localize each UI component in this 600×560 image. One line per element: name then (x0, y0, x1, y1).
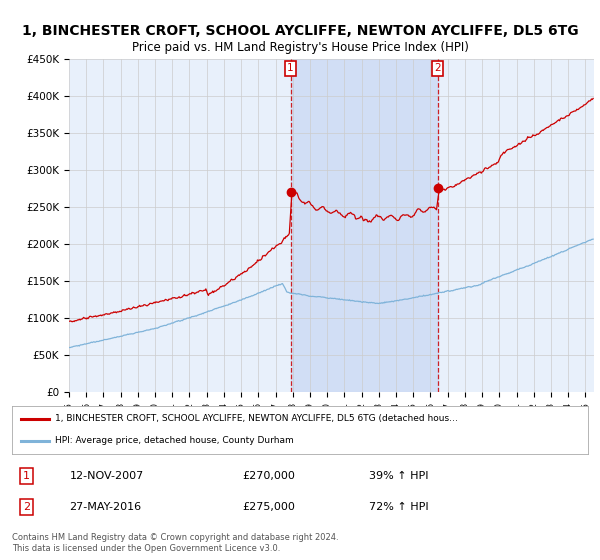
Text: 72% ↑ HPI: 72% ↑ HPI (369, 502, 429, 512)
Text: HPI: Average price, detached house, County Durham: HPI: Average price, detached house, Coun… (55, 436, 294, 445)
Text: 27-MAY-2016: 27-MAY-2016 (70, 502, 142, 512)
Text: £270,000: £270,000 (242, 471, 295, 481)
Text: 39% ↑ HPI: 39% ↑ HPI (369, 471, 428, 481)
Text: 2: 2 (434, 63, 441, 73)
Bar (290, 59, 437, 392)
Text: £275,000: £275,000 (242, 502, 295, 512)
Text: Contains HM Land Registry data © Crown copyright and database right 2024.
This d: Contains HM Land Registry data © Crown c… (12, 533, 338, 553)
Text: 12-NOV-2007: 12-NOV-2007 (70, 471, 144, 481)
Text: 1, BINCHESTER CROFT, SCHOOL AYCLIFFE, NEWTON AYCLIFFE, DL5 6TG (detached hous…: 1, BINCHESTER CROFT, SCHOOL AYCLIFFE, NE… (55, 414, 458, 423)
Text: 2: 2 (23, 502, 30, 512)
Text: 1: 1 (287, 63, 294, 73)
Text: Price paid vs. HM Land Registry's House Price Index (HPI): Price paid vs. HM Land Registry's House … (131, 41, 469, 54)
Text: 1, BINCHESTER CROFT, SCHOOL AYCLIFFE, NEWTON AYCLIFFE, DL5 6TG: 1, BINCHESTER CROFT, SCHOOL AYCLIFFE, NE… (22, 24, 578, 38)
Text: 1: 1 (23, 471, 30, 481)
